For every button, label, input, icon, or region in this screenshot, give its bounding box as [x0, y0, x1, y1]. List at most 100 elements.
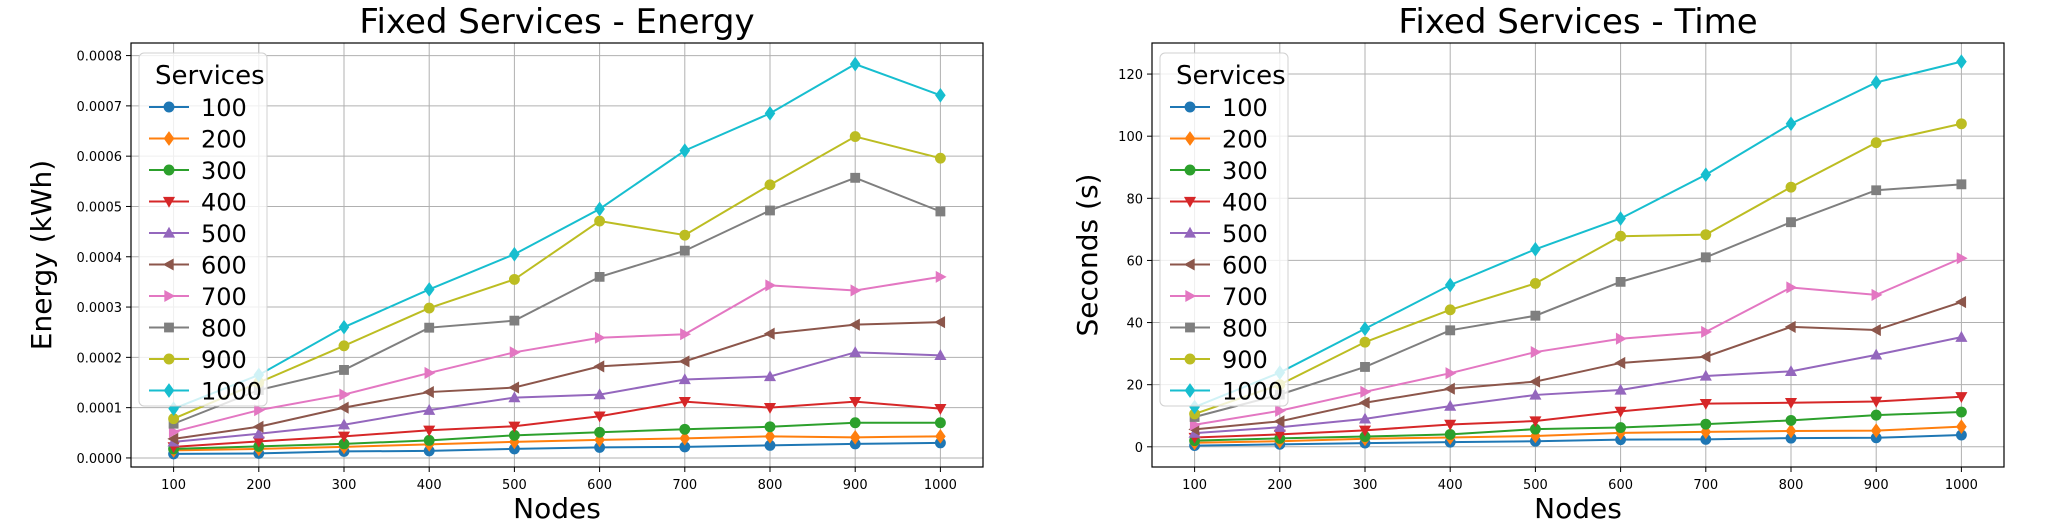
- data-point: [765, 205, 775, 216]
- y-tick-label: 0: [1135, 441, 1143, 456]
- series-line-900: [1194, 122, 1962, 415]
- data-point: [252, 427, 265, 439]
- data-point: [1700, 252, 1711, 263]
- y-axis-label: Seconds (s): [1071, 174, 1104, 337]
- data-point: [1530, 346, 1542, 359]
- legend-entry: 1000: [1170, 378, 1283, 406]
- data-point: [678, 396, 691, 408]
- data-point: [423, 302, 435, 314]
- data-point: [1615, 332, 1627, 345]
- data-point: [934, 417, 946, 429]
- data-point: [1529, 277, 1541, 289]
- data-point: [594, 271, 605, 282]
- legend-marker: [162, 196, 176, 208]
- data-point: [1444, 304, 1456, 316]
- series-line-200: [1194, 425, 1962, 444]
- data-point: [764, 421, 776, 433]
- data-point: [1699, 398, 1712, 410]
- data-point: [764, 179, 776, 191]
- legend-label: 700: [1222, 283, 1268, 311]
- legend-entry: 500: [149, 220, 247, 248]
- data-point: [594, 201, 605, 217]
- x-tick-label: 800: [758, 478, 783, 493]
- data-point: [1529, 416, 1542, 428]
- y-tick-label: 60: [1126, 254, 1143, 269]
- data-point: [1358, 412, 1372, 424]
- data-point: [1955, 296, 1967, 309]
- data-point: [1784, 365, 1798, 376]
- data-point: [594, 215, 606, 227]
- legend-marker: [1183, 196, 1197, 208]
- series-500: [1188, 330, 1968, 438]
- series-line-600: [173, 321, 941, 440]
- data-point: [1359, 321, 1371, 337]
- series-line-200: [173, 435, 941, 452]
- y-tick-label: 0.0006: [77, 150, 123, 165]
- y-axis-label: Energy (kWh): [25, 160, 58, 350]
- legend-entry: 1000: [149, 378, 262, 406]
- data-point: [1869, 323, 1881, 337]
- data-point: [337, 418, 351, 430]
- x-tick-label: 400: [417, 478, 442, 493]
- legend-entry: 800: [149, 315, 247, 343]
- series-line-300: [173, 421, 941, 450]
- legend-marker: [162, 226, 176, 238]
- legend-label: 200: [1222, 126, 1268, 154]
- legend-label: 500: [1222, 220, 1268, 248]
- data-point: [1443, 382, 1455, 395]
- data-point: [1786, 281, 1798, 294]
- data-point: [509, 315, 520, 326]
- legend-entry: 900: [149, 346, 247, 374]
- legend-label: 300: [201, 157, 247, 185]
- legend: Services 100 200 300 400 500 600 700 800 900 1000: [1159, 52, 1289, 407]
- legend-label: 400: [201, 189, 247, 217]
- legend-label: 1000: [201, 378, 262, 406]
- y-tick-label: 0.0008: [77, 50, 123, 65]
- data-point: [337, 431, 351, 443]
- time-chart: 100 200 300 400 500 600 700 800 900 1000 0 20 40 60 80…: [1071, 2, 2005, 525]
- data-point: [1529, 375, 1541, 388]
- legend-marker: [1183, 258, 1195, 271]
- legend-label: 500: [201, 220, 247, 248]
- x-tick-label: 600: [1608, 478, 1633, 493]
- legend-marker: [1184, 164, 1196, 176]
- axes-frame: [130, 42, 984, 468]
- data-point: [849, 429, 861, 445]
- legend-label: 800: [201, 315, 247, 343]
- legend-marker: [1185, 322, 1195, 333]
- data-point: [1870, 423, 1882, 439]
- legend-marker: [1184, 131, 1196, 146]
- data-point: [1700, 418, 1712, 430]
- y-tick-label: 0.0004: [77, 251, 123, 266]
- data-point: [509, 246, 520, 262]
- data-point: [423, 403, 436, 415]
- series-600: [1188, 296, 1967, 436]
- chart-title: Fixed Services - Time: [1398, 2, 1757, 42]
- data-point: [1444, 428, 1456, 440]
- data-point: [1701, 325, 1713, 338]
- data-point: [680, 328, 692, 341]
- data-point: [1955, 118, 1967, 130]
- data-point: [508, 273, 520, 285]
- legend-marker: [1184, 353, 1196, 365]
- series-line-500: [173, 351, 941, 443]
- data-point: [679, 423, 691, 435]
- data-point: [594, 426, 606, 438]
- data-point: [1530, 241, 1541, 257]
- data-point: [679, 245, 690, 256]
- legend-entry: 600: [149, 252, 247, 280]
- x-tick-label: 900: [843, 478, 868, 493]
- x-tick-label: 100: [1182, 478, 1207, 493]
- data-point: [1444, 419, 1457, 431]
- legend-entry: 100: [1170, 94, 1268, 122]
- data-point: [763, 370, 777, 382]
- data-point: [1870, 75, 1882, 90]
- data-point: [1784, 320, 1796, 333]
- series-700: [168, 270, 947, 438]
- data-point: [850, 172, 861, 183]
- data-point: [935, 87, 946, 103]
- data-point: [508, 421, 521, 433]
- data-point: [593, 360, 605, 373]
- x-tick-label: 500: [1523, 478, 1548, 493]
- data-point: [1614, 356, 1626, 369]
